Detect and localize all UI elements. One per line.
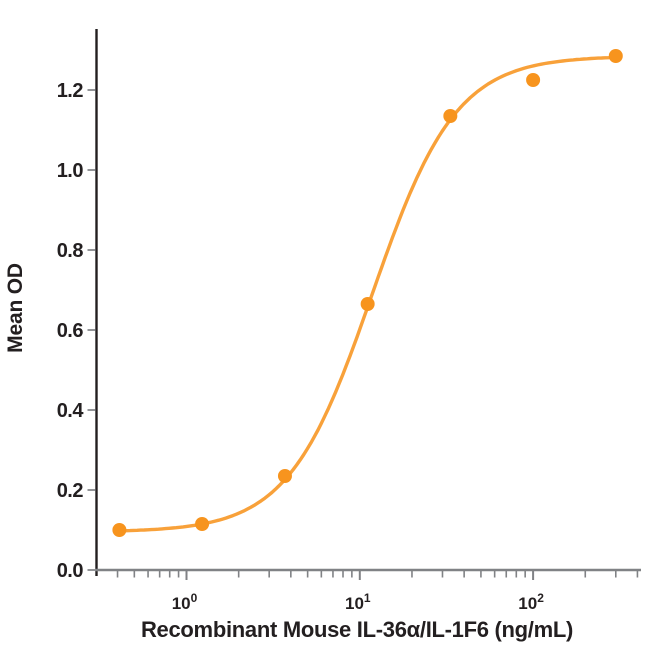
- x-tick-label: 101: [345, 591, 371, 613]
- x-tick-exponent: 2: [537, 591, 544, 605]
- y-tick-label: 1.2: [57, 80, 84, 102]
- y-tick-label: 1.0: [57, 160, 84, 182]
- y-tick-label: 0.8: [57, 240, 84, 262]
- y-axis-title: Mean OD: [4, 263, 27, 353]
- x-tick-label: 100: [172, 591, 198, 613]
- fitted-curve: [117, 55, 618, 533]
- data-point: [360, 297, 375, 311]
- x-tick-exponent: 0: [191, 591, 198, 605]
- y-tick-label: 0.4: [57, 400, 85, 422]
- data-point: [195, 517, 210, 531]
- data-point: [608, 49, 623, 63]
- x-axis-title: Recombinant Mouse IL-36α/IL-1F6 (ng/mL): [140, 617, 574, 642]
- x-tick-exponent: 1: [364, 591, 371, 605]
- data-point: [277, 469, 292, 483]
- y-tick-label: 0.0: [57, 560, 84, 582]
- data-point: [526, 73, 541, 87]
- data-point: [443, 109, 458, 123]
- x-tick-label: 102: [518, 591, 544, 613]
- data-point: [112, 523, 127, 537]
- y-tick-label: 0.6: [57, 320, 84, 342]
- y-tick-label: 0.2: [57, 480, 84, 502]
